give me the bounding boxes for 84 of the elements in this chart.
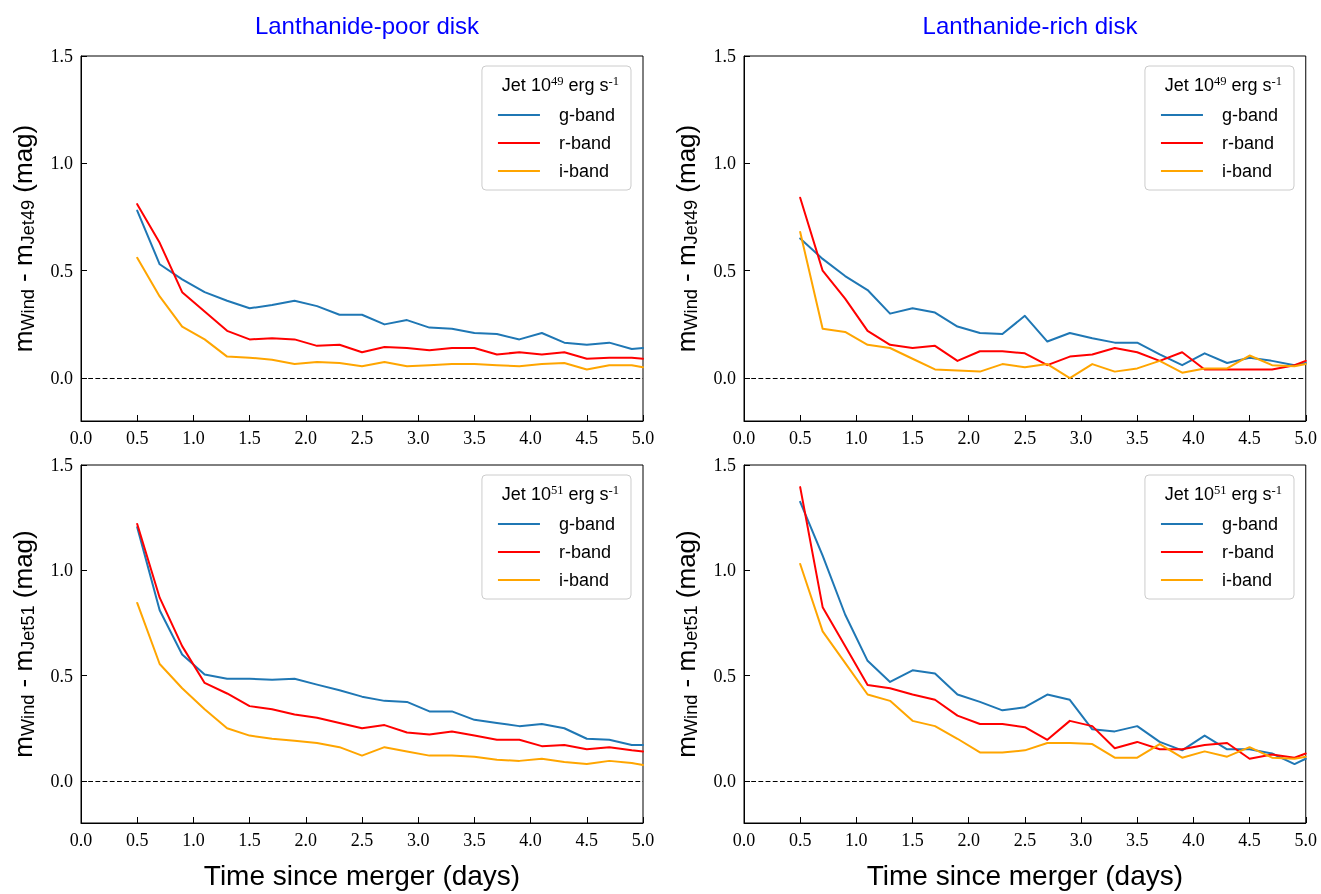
x-tick-label: 0.5 xyxy=(125,428,149,448)
x-tick-label: 2.0 xyxy=(294,428,318,448)
y-tick-label: 1.5 xyxy=(50,455,73,475)
line-series xyxy=(136,256,644,371)
x-tick-label: 3.5 xyxy=(463,428,486,448)
x-tick-label: 3.0 xyxy=(1069,428,1093,448)
y-tick-label: 1.0 xyxy=(713,560,736,581)
x-tick-label: 2.5 xyxy=(350,830,374,850)
x-tick-label: 3.0 xyxy=(406,428,430,448)
y-tick-label: 0.0 xyxy=(50,770,73,791)
chart-title: Lanthanide-poor disk xyxy=(254,11,481,39)
x-tick-label: 1.5 xyxy=(238,428,261,448)
y-tick-label: 1.5 xyxy=(50,46,73,66)
x-tick-label: 2.0 xyxy=(957,428,980,448)
y-tick-label: 0.5 xyxy=(713,260,736,281)
legend-label: r-band xyxy=(558,133,611,153)
x-tick-label: 0.5 xyxy=(788,428,812,448)
x-tick-label: 5.0 xyxy=(631,830,655,850)
x-tick-label: 3.0 xyxy=(406,830,430,850)
x-tick-label: 5.0 xyxy=(1294,428,1317,448)
x-tick-label: 0.0 xyxy=(69,428,93,448)
legend-label: g-band xyxy=(558,105,616,125)
x-axis-title: Time since merger (days) xyxy=(203,859,521,891)
x-tick-label: 4.0 xyxy=(1182,830,1205,850)
legend-label: i-band xyxy=(1221,161,1272,181)
chart-title: Lanthanide-rich disk xyxy=(922,11,1139,39)
legend-label: r-band xyxy=(1221,133,1274,153)
y-tick-label: 1.0 xyxy=(50,153,73,174)
y-tick-label: 1.0 xyxy=(713,153,736,174)
y-tick-label: 0.5 xyxy=(50,260,73,281)
legend-label: i-band xyxy=(558,161,609,181)
x-tick-label: 1.0 xyxy=(845,830,868,850)
x-tick-label: 0.5 xyxy=(125,830,149,850)
x-tick-label: 4.0 xyxy=(1182,428,1205,448)
x-tick-label: 0.0 xyxy=(732,830,756,850)
line-series xyxy=(799,562,1307,760)
x-tick-label: 2.0 xyxy=(294,830,318,850)
x-tick-label: 5.0 xyxy=(1294,830,1317,850)
x-tick-label: 0.0 xyxy=(732,428,756,448)
legend-label: g-band xyxy=(1221,514,1279,534)
x-tick-label: 1.0 xyxy=(845,428,868,448)
x-tick-label: 1.5 xyxy=(901,428,924,448)
y-axis-title: mWind - mJet49 (mag) xyxy=(671,124,702,353)
x-tick-label: 3.5 xyxy=(463,830,486,850)
legend-label: r-band xyxy=(1221,542,1274,562)
y-tick-label: 0.0 xyxy=(713,368,736,389)
x-tick-label: 1.5 xyxy=(238,830,261,850)
legend-label: r-band xyxy=(558,542,611,562)
y-tick-label: 1.0 xyxy=(50,560,73,581)
x-axis-title: Time since merger (days) xyxy=(866,859,1184,891)
legend-label: i-band xyxy=(1221,570,1272,590)
y-tick-label: 1.5 xyxy=(713,455,736,475)
x-tick-label: 1.5 xyxy=(901,830,924,850)
x-tick-label: 2.5 xyxy=(1013,830,1037,850)
y-tick-label: 1.5 xyxy=(713,46,736,66)
line-series xyxy=(799,196,1307,371)
x-tick-label: 1.0 xyxy=(182,428,205,448)
x-tick-label: 4.5 xyxy=(1238,428,1261,448)
x-tick-label: 2.0 xyxy=(957,830,980,850)
x-tick-label: 2.5 xyxy=(1013,428,1037,448)
x-tick-label: 4.0 xyxy=(519,830,542,850)
x-tick-label: 0.5 xyxy=(788,830,812,850)
y-axis-title: mWind - mJet51 (mag) xyxy=(8,530,39,758)
x-tick-label: 4.0 xyxy=(519,428,542,448)
y-tick-label: 0.5 xyxy=(713,665,736,686)
x-tick-label: 5.0 xyxy=(631,428,655,448)
x-tick-label: 4.5 xyxy=(1238,830,1261,850)
x-tick-label: 3.5 xyxy=(1125,830,1149,850)
x-tick-label: 4.5 xyxy=(575,830,599,850)
line-series xyxy=(136,601,644,767)
x-tick-label: 3.0 xyxy=(1069,830,1093,850)
x-tick-label: 2.5 xyxy=(350,428,374,448)
y-tick-label: 0.0 xyxy=(713,770,736,791)
y-axis-title: mWind - mJet49 (mag) xyxy=(8,124,39,353)
y-tick-label: 0.0 xyxy=(50,368,73,389)
legend-label: g-band xyxy=(1221,105,1279,125)
x-tick-label: 1.0 xyxy=(182,830,205,850)
x-tick-label: 3.5 xyxy=(1125,428,1149,448)
x-tick-label: 4.5 xyxy=(575,428,599,448)
y-axis-title: mWind - mJet51 (mag) xyxy=(671,530,702,758)
y-tick-label: 0.5 xyxy=(50,665,73,686)
legend-label: g-band xyxy=(558,514,616,534)
x-tick-label: 0.0 xyxy=(69,830,93,850)
legend-label: i-band xyxy=(558,570,609,590)
